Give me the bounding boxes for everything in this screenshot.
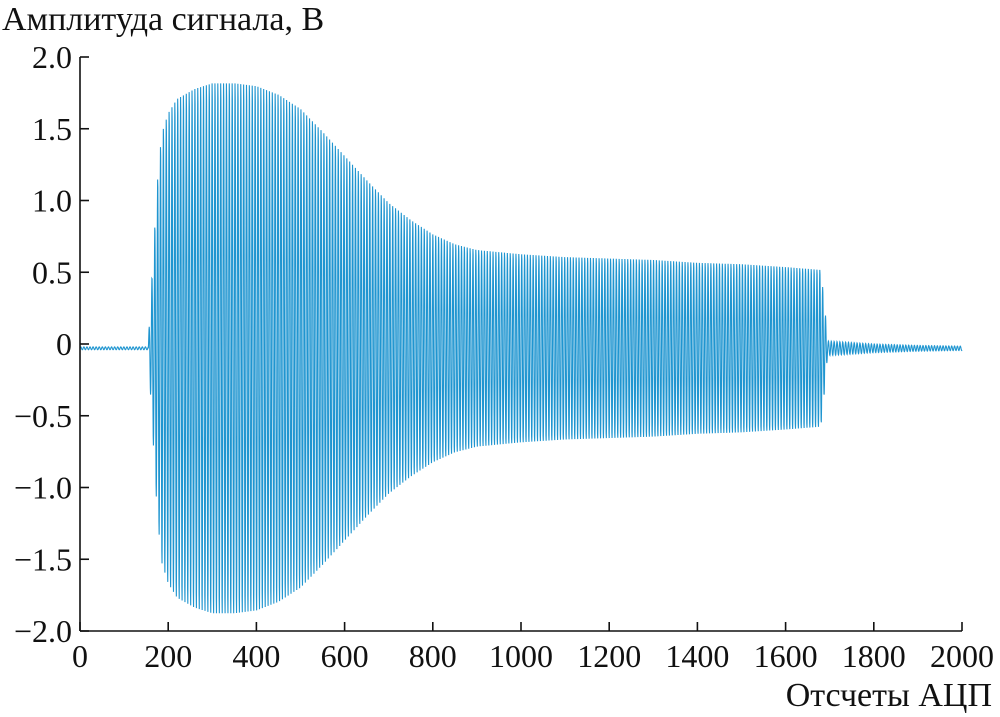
y-tick-label: 0.5: [32, 254, 72, 290]
x-tick-label: 1000: [489, 638, 553, 674]
axes: 2.01.51.00.50−0.5−1.0−1.5−2.00 200 400 600 8…: [14, 39, 994, 674]
x-tick-label: 600: [321, 638, 369, 674]
x-axis-title: Отсчеты АЦП: [786, 677, 992, 714]
x-tick-label: 2000: [930, 638, 994, 674]
x-tick-label: 0: [72, 638, 88, 674]
y-tick-label: −1.0: [14, 470, 72, 506]
x-tick-label: 200: [144, 638, 192, 674]
y-tick-label: −1.5: [14, 541, 72, 577]
signal-series-line: [79, 83, 963, 614]
x-tick-label: 400: [232, 638, 280, 674]
x-tick-label: 800: [409, 638, 457, 674]
y-axis-title: Амплитуда сигнала, В: [2, 1, 324, 38]
y-tick-label: −2.0: [14, 613, 72, 649]
x-tick-label: 1200: [577, 638, 641, 674]
y-tick-label: −0.5: [14, 398, 72, 434]
x-tick-label: 1400: [665, 638, 729, 674]
y-tick-label: 1.0: [32, 183, 72, 219]
y-tick-label: 0: [56, 326, 72, 362]
x-tick-label: 1600: [754, 638, 818, 674]
y-tick-label: 2.0: [32, 39, 72, 75]
plot-area: [79, 83, 963, 614]
y-tick-label: 1.5: [32, 111, 72, 147]
x-tick-label: 1800: [842, 638, 906, 674]
